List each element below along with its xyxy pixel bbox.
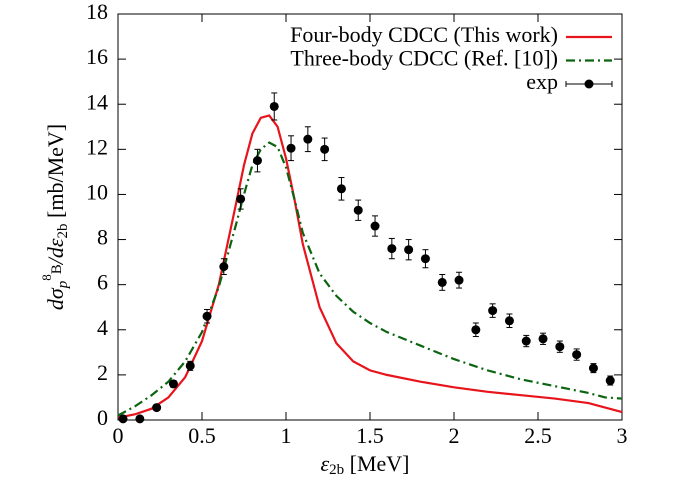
y-tick-label: 2 [97,360,108,385]
data-point [320,144,330,154]
x-tick-label: 0 [113,423,124,448]
y-tick-label: 4 [97,315,108,340]
data-point [269,101,279,111]
data-point [605,376,615,386]
y-tick-label: 14 [86,89,108,114]
data-point [353,205,363,215]
data-point [336,184,346,194]
data-point [219,262,229,272]
y-tick-label: 12 [86,134,108,159]
data-point [168,379,178,389]
data-point [538,334,548,344]
x-tick-label: 0.5 [188,423,216,448]
x-tick-label: 2 [449,423,460,448]
legend-label: exp [526,69,558,94]
y-label-part: p [55,280,71,289]
x-label-part: ε [320,451,329,476]
x-tick-label: 1 [281,423,292,448]
data-point [286,143,296,153]
y-label-part: dσ [43,287,68,310]
data-point [404,245,414,255]
x-label-part: 2b [329,462,344,478]
y-label-part: [mb/MeV] [43,124,68,224]
data-point [521,336,531,346]
x-tick-label: 2.5 [524,423,552,448]
data-point [588,363,598,373]
data-point [555,342,565,352]
data-point [370,221,380,231]
data-point [252,156,262,166]
x-label-part: [MeV] [344,451,409,476]
y-label-part: 2b [55,223,71,238]
legend-label: Three-body CDCC (Ref. [10]) [290,46,558,71]
y-label-part: 8 [39,274,54,281]
data-point [202,311,212,321]
data-point [135,414,145,424]
data-point [236,194,246,204]
y-tick-label: 6 [97,270,108,295]
y-label-part: /dε [43,238,68,266]
data-point [504,316,514,326]
data-point [387,244,397,254]
legend-sample [584,79,594,89]
legend-label: Four-body CDCC (This work) [290,22,558,47]
data-point [437,277,447,287]
data-point [572,350,582,360]
data-point [152,403,162,413]
y-tick-label: 18 [86,0,108,24]
data-point [420,254,430,264]
y-tick-label: 8 [97,225,108,250]
y-tick-label: 10 [86,179,108,204]
y-tick-label: 16 [86,44,108,69]
x-tick-label: 3 [617,423,628,448]
data-point [454,275,464,285]
line [117,114,623,419]
x-tick-label: 1.5 [356,423,384,448]
data-point [471,325,481,335]
data-point [488,306,498,316]
data-point [118,414,128,424]
y-axis-label: dσp8B/dε2b [mb/MeV] [39,124,71,310]
data-point [303,134,313,144]
y-label-part: B [49,264,65,274]
line [117,141,623,417]
x-axis-label: ε2b [MeV] [320,451,409,478]
y-tick-label: 0 [97,405,108,430]
data-point [185,361,195,371]
